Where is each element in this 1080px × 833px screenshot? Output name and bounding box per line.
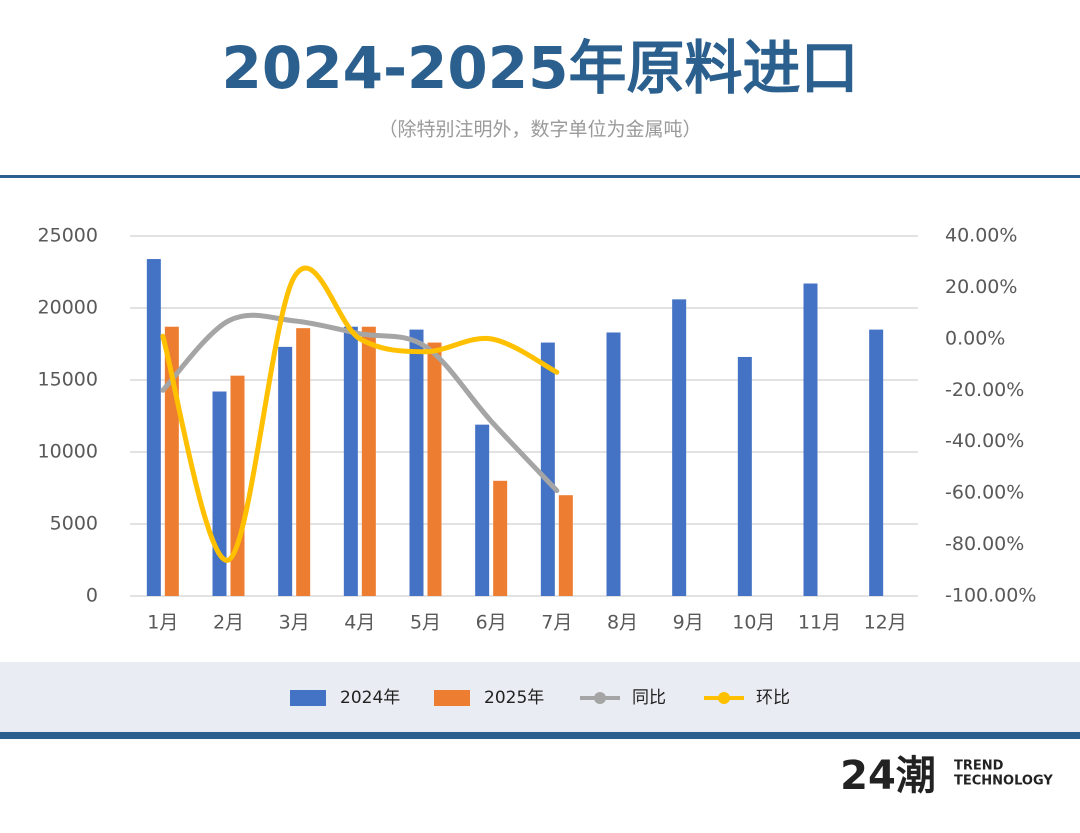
bar: [672, 299, 687, 596]
y2-tick-label: -20.00%: [945, 379, 1024, 401]
y-tick-label: 25000: [38, 225, 98, 247]
legend-marker: [718, 692, 730, 704]
y-tick-label: 5000: [50, 513, 98, 535]
bar: [212, 391, 227, 596]
bar: [343, 326, 358, 596]
legend-swatch: [434, 690, 470, 706]
x-tick-label: 3月: [279, 612, 310, 634]
chart-title: 2024-2025年原料进口: [222, 34, 859, 102]
logo-text: TREND: [954, 759, 1004, 774]
y-tick-label: 0: [86, 585, 98, 607]
legend-label: 同比: [632, 688, 666, 708]
logo-text: TECHNOLOGY: [954, 774, 1053, 789]
legend-label: 2025年: [484, 688, 544, 708]
x-tick-label: 9月: [673, 612, 704, 634]
x-tick-label: 4月: [344, 612, 375, 634]
y-tick-label: 10000: [38, 441, 98, 463]
bar: [230, 375, 245, 596]
x-tick-label: 6月: [476, 612, 507, 634]
bar: [409, 329, 424, 596]
bar: [540, 342, 555, 596]
x-tick-label: 2月: [213, 612, 244, 634]
chart-subtitle: （除特别注明外，数字单位为金属吨）: [378, 119, 701, 141]
bar: [606, 332, 621, 596]
x-tick-label: 1月: [147, 612, 178, 634]
x-tick-label: 10月: [732, 612, 775, 634]
x-tick-label: 7月: [541, 612, 572, 634]
legend-label: 2024年: [340, 688, 400, 708]
y2-tick-label: 40.00%: [945, 225, 1017, 247]
y2-tick-label: -40.00%: [945, 430, 1024, 452]
bar: [146, 259, 161, 596]
y2-tick-label: -60.00%: [945, 482, 1024, 504]
y2-tick-label: -100.00%: [945, 585, 1036, 607]
bar: [427, 342, 442, 596]
line: [160, 312, 560, 494]
bar: [296, 328, 311, 596]
bar: [869, 329, 884, 596]
y-tick-label: 15000: [38, 369, 98, 391]
bar: [475, 424, 490, 596]
x-tick-label: 8月: [607, 612, 638, 634]
y2-tick-label: -80.00%: [945, 533, 1024, 555]
legend-label: 环比: [756, 688, 790, 708]
x-tick-label: 11月: [798, 612, 841, 634]
x-tick-label: 5月: [410, 612, 441, 634]
logo-mark: 24潮: [840, 753, 936, 799]
divider: [0, 175, 1080, 178]
x-tick-label: 12月: [864, 612, 907, 634]
bar: [803, 283, 818, 596]
y-tick-label: 20000: [38, 297, 98, 319]
bar: [361, 326, 376, 596]
bar: [493, 480, 508, 596]
footer-bar: [0, 732, 1080, 739]
line: [160, 265, 560, 563]
y2-tick-label: 0.00%: [945, 327, 1005, 349]
legend-band: [0, 662, 1080, 732]
bar: [278, 346, 293, 596]
bar: [737, 356, 752, 596]
legend-swatch: [290, 690, 326, 706]
y2-tick-label: 20.00%: [945, 276, 1017, 298]
bar: [558, 495, 573, 596]
legend-marker: [594, 692, 606, 704]
